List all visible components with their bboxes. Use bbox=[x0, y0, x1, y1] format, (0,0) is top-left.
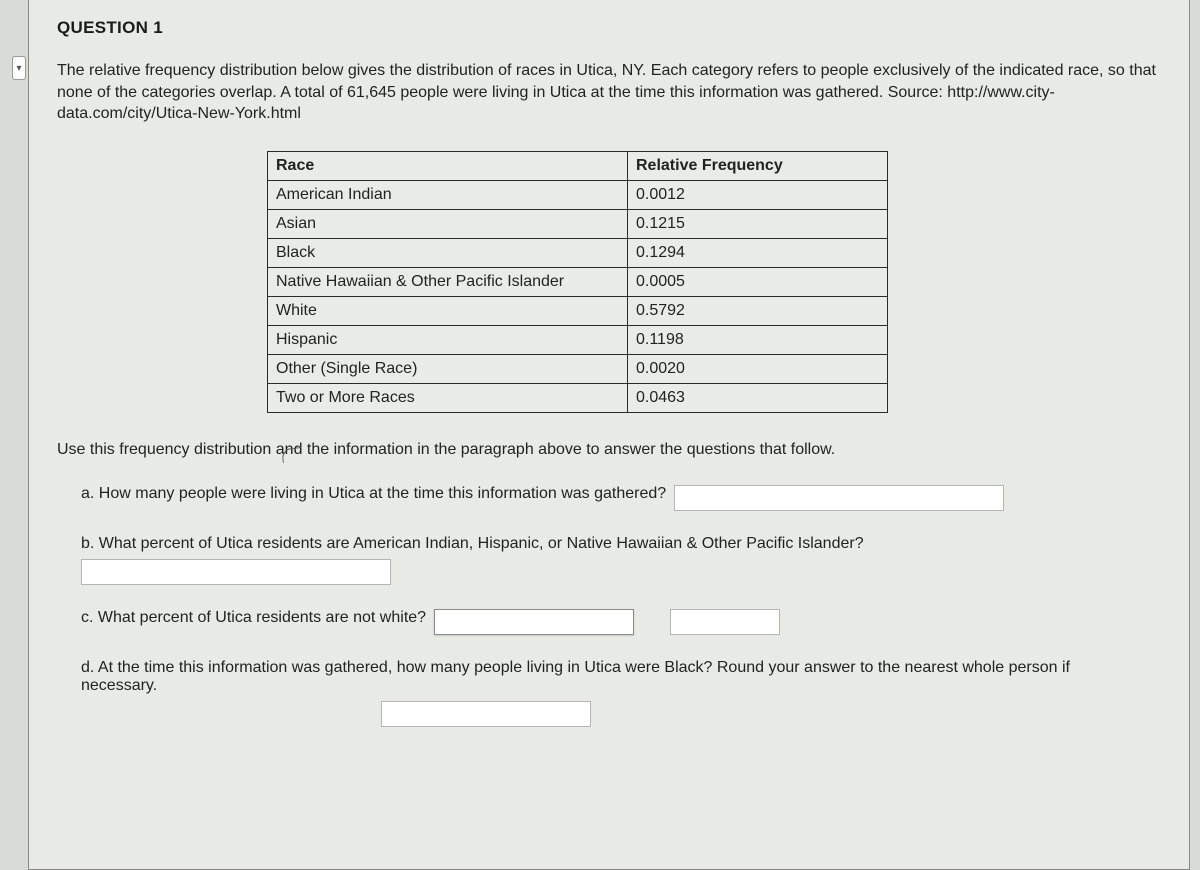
cell-race: American Indian bbox=[268, 180, 628, 209]
cell-freq: 0.1215 bbox=[628, 209, 888, 238]
question-c: c. What percent of Utica residents are n… bbox=[81, 609, 1161, 635]
question-b: b. What percent of Utica residents are A… bbox=[81, 535, 1161, 585]
chevron-down-icon: ▾ bbox=[16, 63, 21, 74]
table-row: Hispanic 0.1198 bbox=[268, 325, 888, 354]
cell-freq: 0.0012 bbox=[628, 180, 888, 209]
answer-input-c2[interactable] bbox=[670, 609, 780, 635]
cell-freq: 0.5792 bbox=[628, 296, 888, 325]
question-d-text: d. At the time this information was gath… bbox=[81, 659, 1131, 695]
header-freq: Relative Frequency bbox=[628, 151, 888, 180]
cell-race: Native Hawaiian & Other Pacific Islander bbox=[268, 267, 628, 296]
cell-race: Asian bbox=[268, 209, 628, 238]
cell-freq: 0.1294 bbox=[628, 238, 888, 267]
table-row: Asian 0.1215 bbox=[268, 209, 888, 238]
table-row: Native Hawaiian & Other Pacific Islander… bbox=[268, 267, 888, 296]
question-intro: The relative frequency distribution belo… bbox=[57, 60, 1161, 125]
side-collapse-tab[interactable]: ▾ bbox=[12, 56, 26, 80]
cell-race: Hispanic bbox=[268, 325, 628, 354]
table-row: White 0.5792 bbox=[268, 296, 888, 325]
cell-race: White bbox=[268, 296, 628, 325]
table-row: American Indian 0.0012 bbox=[268, 180, 888, 209]
cell-race: Other (Single Race) bbox=[268, 354, 628, 383]
cell-freq: 0.0005 bbox=[628, 267, 888, 296]
table-header-row: Race Relative Frequency bbox=[268, 151, 888, 180]
question-title: QUESTION 1 bbox=[57, 18, 1161, 38]
cell-freq: 0.0020 bbox=[628, 354, 888, 383]
question-frame: QUESTION 1 The relative frequency distri… bbox=[28, 0, 1190, 870]
instruction-text: Use this frequency distribution and the … bbox=[57, 441, 1161, 459]
question-d: d. At the time this information was gath… bbox=[81, 659, 1161, 727]
table-row: Black 0.1294 bbox=[268, 238, 888, 267]
answer-input-a[interactable] bbox=[674, 485, 1004, 511]
answer-input-c[interactable] bbox=[434, 609, 634, 635]
header-race: Race bbox=[268, 151, 628, 180]
answer-input-b[interactable] bbox=[81, 559, 391, 585]
table-row: Other (Single Race) 0.0020 bbox=[268, 354, 888, 383]
question-b-text: b. What percent of Utica residents are A… bbox=[81, 535, 864, 553]
question-a-text: a. How many people were living in Utica … bbox=[81, 485, 666, 503]
cell-freq: 0.1198 bbox=[628, 325, 888, 354]
cell-race: Two or More Races bbox=[268, 383, 628, 412]
question-a: a. How many people were living in Utica … bbox=[81, 485, 1161, 511]
question-c-text: c. What percent of Utica residents are n… bbox=[81, 609, 426, 627]
cell-freq: 0.0463 bbox=[628, 383, 888, 412]
table-row: Two or More Races 0.0463 bbox=[268, 383, 888, 412]
frequency-table: Race Relative Frequency American Indian … bbox=[267, 151, 888, 413]
cell-race: Black bbox=[268, 238, 628, 267]
answer-input-d[interactable] bbox=[381, 701, 591, 727]
frequency-table-wrap: Race Relative Frequency American Indian … bbox=[267, 151, 1161, 413]
